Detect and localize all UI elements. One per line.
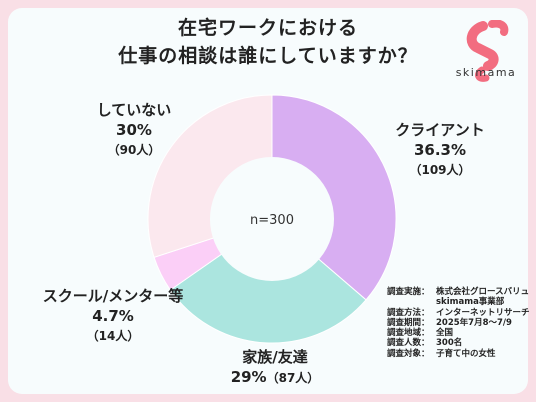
slice-count: （14人）: [86, 329, 140, 343]
survey-info-value: 全国: [436, 328, 454, 339]
survey-info: 調査実施： 株式会社グロースバリュ skimama事業部 調査方法： インターネットリサ…: [387, 287, 530, 359]
survey-info-row: 調査地域： 全国: [387, 328, 527, 338]
slice-count: （87人）: [266, 371, 320, 385]
survey-info-value: 子育て中の女性: [436, 348, 496, 359]
survey-info-value: skimama事業部: [436, 297, 505, 308]
survey-info-row: skimama事業部: [387, 297, 527, 307]
slice-percent-and-count: 29%（87人）: [195, 367, 355, 388]
slice-percent: 4.7%: [92, 307, 134, 325]
survey-info-row: 調査期間： 2025年7月8〜7/9: [387, 318, 527, 328]
slice-percent: 29%: [230, 368, 267, 386]
slice-count: （109人）: [409, 163, 471, 177]
survey-info-key: 調査地域：: [387, 328, 430, 339]
slice-name: していない: [96, 101, 172, 119]
survey-info-row: 調査対象： 子育て中の女性: [387, 349, 527, 359]
title-line-1: 在宅ワークにおける: [177, 17, 358, 39]
slice-label-client: クライアント 36.3% （109人）: [376, 120, 504, 180]
survey-info-row: 調査人数： 300名: [387, 338, 527, 348]
title-line-2: 仕事の相談は誰にしていますか？: [118, 45, 418, 67]
slice-name: クライアント: [395, 121, 485, 139]
slice-percent: 36.3%: [413, 141, 467, 159]
survey-info-key: 調査人数：: [387, 338, 430, 349]
pie-slice-0: [271, 94, 397, 301]
survey-info-key: 調査方法：: [387, 307, 430, 318]
survey-info-value: インターネットリサーチ: [436, 307, 530, 318]
survey-info-value: 株式会社グロースバリュ: [436, 287, 530, 297]
slice-name: 家族/友達: [242, 348, 308, 366]
survey-info-key: 調査実施：: [387, 287, 430, 297]
survey-info-row: 調査方法： インターネットリサーチ: [387, 307, 530, 318]
survey-info-row: 調査実施： 株式会社グロースバリュ: [387, 287, 530, 297]
slice-percent: 30%: [116, 121, 152, 139]
survey-info-key: [387, 297, 436, 307]
slice-label-family: 家族/友達 29%（87人）: [195, 347, 355, 388]
skimama-logo-icon: [466, 20, 509, 82]
slice-name: スクール/メンター等: [42, 287, 184, 305]
slice-label-none: していない 30% （90人）: [70, 100, 198, 160]
slice-count: （90人）: [107, 143, 161, 157]
brand-name: skimama: [455, 66, 517, 79]
survey-info-key: 調査期間：: [387, 317, 430, 328]
donut-hole: [210, 157, 334, 281]
survey-info-value: 300名: [436, 338, 463, 349]
survey-info-key: 調査対象：: [387, 348, 430, 359]
slice-label-school: スクール/メンター等 4.7% （14人）: [18, 286, 208, 346]
sample-size-label: n=300: [250, 213, 294, 228]
pie-slice-1: [169, 218, 367, 344]
chart-title: 在宅ワークにおける 仕事の相談は誰にしていますか？: [0, 14, 536, 70]
survey-info-value: 2025年7月8〜7/9: [436, 317, 512, 328]
